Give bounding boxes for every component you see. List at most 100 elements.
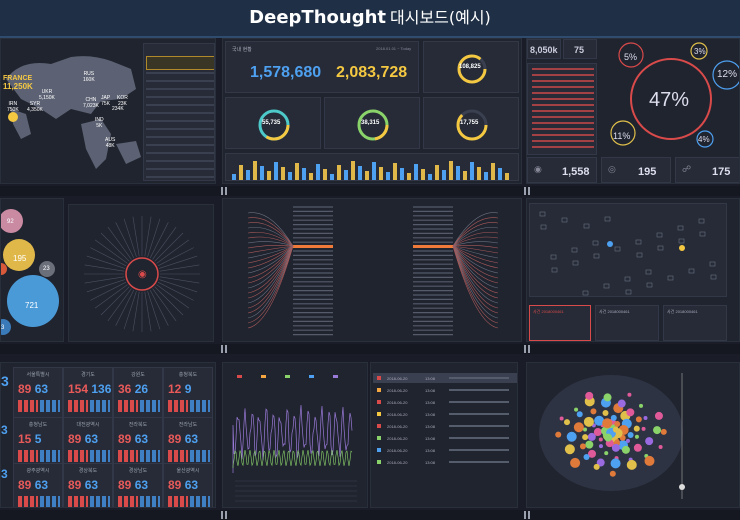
cluster-bubble: [626, 459, 637, 470]
network-node: [699, 231, 706, 237]
stats-panel: 8,050k 75 47% 5% 3% 12% 11% 4% ◉ 1,558 ◎…: [526, 38, 740, 184]
flow-link: [452, 245, 499, 269]
region-red-value: 89: [168, 478, 182, 492]
region-card[interactable]: 서울특별시 89 63: [13, 367, 63, 419]
network-node: [636, 252, 643, 258]
radial-spoke: [152, 288, 177, 322]
network-graph: [529, 203, 727, 297]
cluster-bubble: [621, 445, 630, 454]
radial-spoke: [132, 291, 140, 332]
region-bars: [40, 496, 60, 507]
bubble-1-label: 92: [7, 219, 14, 225]
strip-bar: [421, 169, 425, 180]
region-red-value: 89: [18, 382, 32, 396]
event-row[interactable]: 2018-06-20 13:08: [373, 409, 517, 419]
region-bars: [18, 450, 38, 462]
case-card-3[interactable]: 사건 2018000461: [663, 305, 727, 341]
strip-bar: [449, 161, 453, 180]
strip-bar: [365, 171, 369, 180]
region-bars: [90, 450, 110, 462]
flow-link: [452, 245, 499, 254]
flow-link: [452, 212, 499, 247]
region-card[interactable]: 광주광역시 89 63: [13, 463, 63, 507]
event-time: 13:08: [425, 460, 436, 465]
strip-bar: [232, 174, 236, 180]
flow-link: [452, 245, 499, 309]
region-card[interactable]: 경기도 154 136: [63, 367, 113, 419]
cluster-bubble: [633, 443, 642, 452]
strip-bar: [351, 161, 355, 180]
pause-icon-1[interactable]: [221, 187, 227, 195]
pause-icon-2[interactable]: [524, 187, 530, 195]
strip-bar: [442, 170, 446, 180]
region-bars: [190, 400, 210, 412]
pause-icon-6[interactable]: [524, 511, 530, 519]
ring-top-value: 108,825: [459, 64, 481, 70]
flow-link: [247, 245, 294, 314]
case-card-2[interactable]: 사건 2018000461: [595, 305, 659, 341]
world-map: [6, 56, 141, 169]
pause-icon-5[interactable]: [221, 511, 227, 519]
flow-link: [452, 245, 499, 284]
ring-c-value: 17,755: [460, 120, 479, 126]
timeseries-panel: [222, 362, 368, 508]
event-row[interactable]: 2018-06-20 13:08: [373, 433, 517, 443]
legend-swatch: [333, 375, 338, 378]
region-bars: [168, 400, 188, 412]
strip-bar: [337, 165, 341, 180]
cluster-bubble: [635, 416, 642, 423]
region-card[interactable]: 경상남도 89 63: [113, 463, 163, 507]
radial-spoke: [159, 279, 198, 293]
cluster-bubble: [633, 425, 640, 432]
cluster-bubble: [627, 432, 634, 439]
event-row[interactable]: 2018-06-20 13:08: [373, 445, 517, 455]
radial-spoke: [100, 286, 130, 316]
region-card[interactable]: 강원도 36 26: [113, 367, 163, 419]
strip-bar: [491, 163, 495, 180]
flow-link: [247, 227, 294, 247]
event-row[interactable]: 2018-06-20 13:08: [373, 457, 517, 467]
cluster-bubble: [658, 445, 663, 450]
region-card-values: 89 63: [68, 478, 98, 492]
radial-spoke: [90, 281, 127, 301]
ring-a-value: 55,735: [262, 120, 281, 126]
strip-bar: [274, 162, 278, 180]
region-card[interactable]: 경상북도 89 63: [63, 463, 113, 507]
cluster-bubble: [598, 444, 603, 449]
pause-icon-3[interactable]: [221, 345, 227, 353]
event-row[interactable]: 2018-06-20 13:08: [373, 397, 517, 407]
region-bars: [68, 400, 88, 412]
region-card[interactable]: 충청남도 15 5: [13, 417, 63, 469]
cluster-bubble: [654, 411, 663, 420]
strip-bar: [260, 166, 264, 180]
cluster-bubble: [634, 434, 639, 439]
case-card-1[interactable]: 사건 2018000461: [529, 305, 591, 341]
event-date: 2018-06-20: [387, 460, 408, 465]
region-card[interactable]: 전라남도 89 63: [163, 417, 213, 469]
region-bars: [18, 496, 38, 507]
region-card[interactable]: 대전광역시 89 63: [63, 417, 113, 469]
event-row[interactable]: 2018-06-20 13:08: [373, 385, 517, 395]
ring-b-value: 38,315: [361, 120, 380, 126]
radial-spoke: [147, 218, 161, 257]
map-label-rus: RUS: [83, 71, 95, 77]
flow-link: [247, 245, 294, 304]
event-date: 2018-06-20: [387, 448, 408, 453]
event-row[interactable]: 2018-06-20 13:08: [373, 373, 517, 383]
region-card[interactable]: 충청북도 12 9: [163, 367, 213, 419]
network-node: [688, 268, 695, 274]
case-card-3-title: 사건 2018000461: [667, 309, 698, 314]
map-value-ukr: 5,150K: [39, 95, 55, 101]
event-date: 2018-06-20: [387, 436, 408, 441]
flow-link: [452, 245, 499, 264]
region-card[interactable]: 전라북도 89 63: [113, 417, 163, 469]
region-blue-value: 63: [184, 432, 199, 446]
event-row[interactable]: 2018-06-20 13:08: [373, 421, 517, 431]
pause-icon-4[interactable]: [524, 345, 530, 353]
network-focus-node: [607, 241, 613, 247]
flow-panel: [222, 198, 522, 342]
map-label-syr: SYR: [29, 101, 41, 107]
region-card[interactable]: 울산광역시 89 63: [163, 463, 213, 507]
series-line-2: [232, 449, 353, 468]
cluster-bubble: [626, 408, 635, 417]
